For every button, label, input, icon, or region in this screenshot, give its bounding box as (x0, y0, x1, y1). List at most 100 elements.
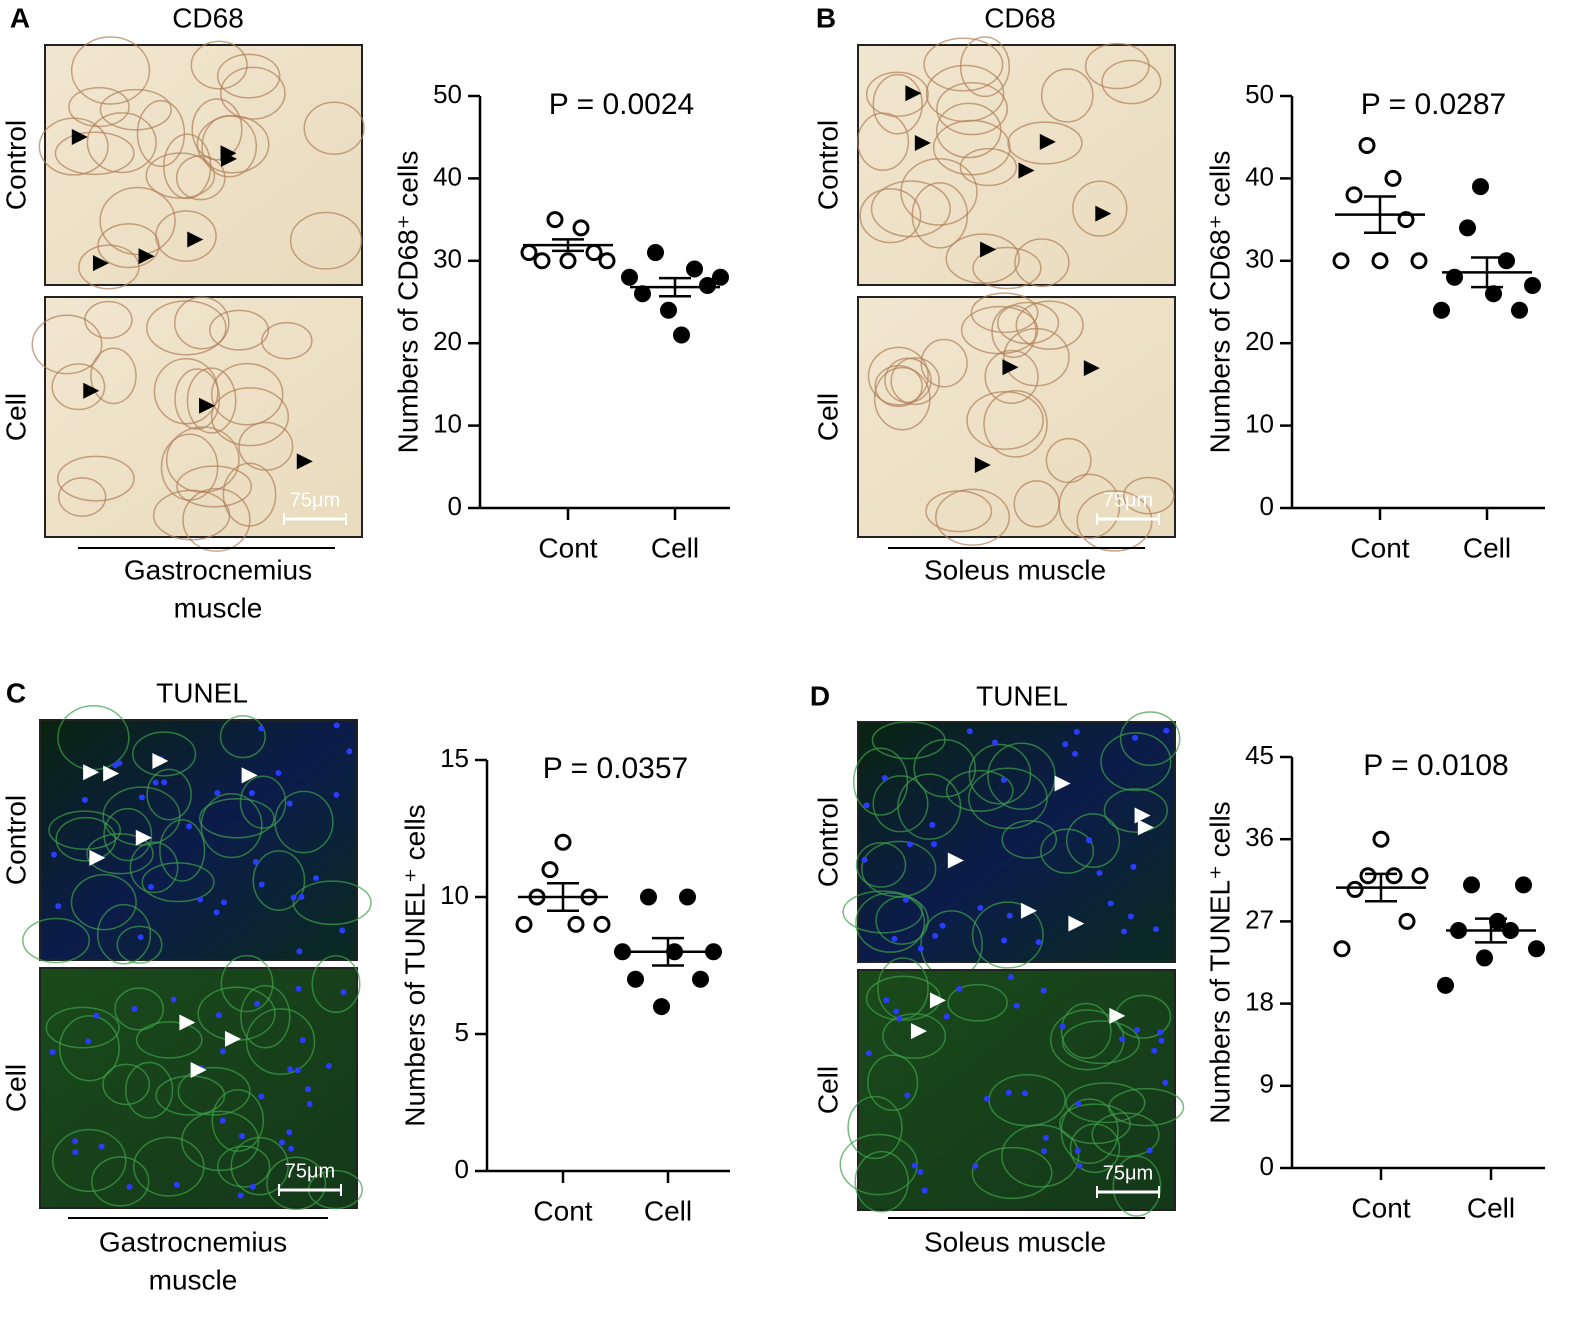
data-point (653, 998, 670, 1016)
fiber-outline (925, 490, 993, 533)
fiber-outline (1007, 121, 1083, 165)
fiber-outline (897, 773, 962, 840)
fiber-outline (165, 426, 240, 493)
data-point (712, 268, 729, 286)
nucleus (287, 1066, 294, 1073)
tissue-label: Gastrocnemius (99, 1226, 287, 1257)
fiber-outline (1045, 437, 1092, 484)
nucleus (983, 1095, 990, 1102)
fiber-outline (182, 487, 251, 552)
nucleus (333, 791, 340, 798)
nucleus (298, 893, 305, 900)
data-point (1528, 940, 1545, 958)
nucleus (1127, 913, 1134, 920)
nucleus (296, 948, 303, 955)
data-point (1397, 211, 1415, 229)
y-tick-label: 0 (455, 1154, 469, 1184)
fiber-outline (959, 36, 1010, 98)
nucleus (258, 881, 265, 888)
y-tick-label: 10 (440, 880, 469, 910)
nucleus (1013, 1002, 1020, 1009)
data-point (640, 888, 657, 906)
fiber-outline (136, 99, 186, 168)
nucleus (197, 896, 204, 903)
y-tick-label: 40 (433, 161, 462, 191)
fiber-outline (54, 131, 135, 176)
arrowhead (224, 1030, 241, 1047)
nucleus (219, 1117, 226, 1124)
data-point (660, 301, 677, 319)
panel-letter: D (810, 680, 830, 711)
arrowhead (1039, 133, 1056, 150)
arrowhead (910, 1023, 927, 1040)
nucleus (1132, 734, 1139, 741)
nucleus (279, 1139, 286, 1146)
fiber-outline (959, 147, 1018, 187)
data-point (621, 268, 638, 286)
nucleus (1146, 1147, 1153, 1154)
p-value: P = 0.0287 (1361, 88, 1506, 121)
arrowhead (179, 1014, 196, 1031)
nucleus (339, 927, 346, 934)
fiber-outline (945, 769, 1014, 812)
nucleus (152, 779, 159, 786)
data-point (1463, 876, 1480, 894)
fiber-outline (852, 747, 909, 816)
y-tick-label: 20 (433, 326, 462, 356)
data-point (686, 260, 703, 278)
nucleus (138, 794, 145, 801)
fiber-outline (1015, 300, 1084, 350)
nucleus (55, 903, 62, 910)
fiber-outline (855, 842, 907, 888)
fiber-outline (196, 115, 270, 174)
nucleus (275, 770, 282, 777)
fiber-outline (872, 73, 923, 135)
nucleus (1121, 928, 1128, 935)
y-tick-label: 18 (1245, 986, 1274, 1016)
fiber-outline (38, 117, 109, 176)
nucleus (972, 1162, 979, 1169)
fiber-outline (261, 321, 313, 360)
micrograph (857, 969, 1176, 1211)
data-point (1511, 301, 1528, 319)
nucleus (1006, 912, 1013, 919)
nucleus (932, 932, 939, 939)
panel-letter: C (6, 677, 26, 708)
fiber-outline (1076, 490, 1153, 552)
nucleus (214, 789, 221, 796)
nucleus (137, 934, 144, 941)
fiber-outline (847, 1095, 903, 1160)
y-tick-label: 5 (455, 1017, 469, 1047)
fiber-outline (135, 1021, 203, 1059)
fiber-outline (90, 347, 137, 405)
fiber-outline (966, 390, 1044, 450)
fiber-outline (200, 793, 263, 859)
fiber-outline (311, 955, 361, 1014)
fiber-outline (877, 957, 929, 1020)
data-point (627, 970, 644, 988)
fiber-outline (1059, 1103, 1131, 1145)
arrowhead (83, 382, 100, 399)
nucleus (1059, 1023, 1066, 1030)
fiber-outline (146, 768, 192, 821)
fiber-outline (872, 775, 929, 833)
fiber-outline (240, 984, 291, 1049)
fiber-outline (1001, 819, 1058, 859)
fiber-outline (210, 387, 290, 447)
data-point (1485, 285, 1502, 303)
nucleus (1005, 1089, 1012, 1096)
row-label: Cell (812, 1066, 843, 1114)
fiber-outline (219, 714, 266, 759)
fiber-outline (936, 82, 1008, 136)
nucleus (252, 858, 259, 865)
fiber-outline (97, 223, 160, 269)
fiber-outline (58, 1015, 120, 1082)
stain-title: TUNEL (156, 677, 248, 708)
fiber-outline (78, 244, 140, 290)
fiber-outline (220, 954, 274, 1013)
fiber-outline (155, 210, 217, 262)
fiber-outline (1119, 711, 1181, 767)
nucleus (249, 1183, 256, 1190)
nucleus (286, 800, 293, 807)
data-point (1398, 912, 1416, 930)
